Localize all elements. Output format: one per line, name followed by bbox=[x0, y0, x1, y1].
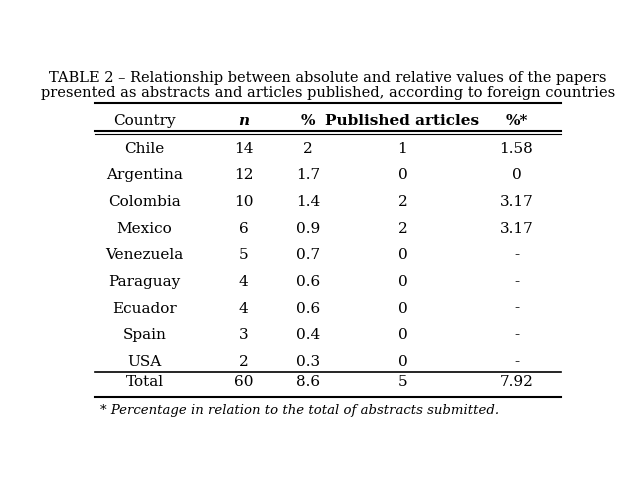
Text: Published articles: Published articles bbox=[325, 114, 479, 128]
Text: 0: 0 bbox=[397, 248, 407, 262]
Text: Colombia: Colombia bbox=[108, 195, 181, 209]
Text: USA: USA bbox=[127, 355, 162, 369]
Text: Venezuela: Venezuela bbox=[106, 248, 184, 262]
Text: 2: 2 bbox=[397, 222, 407, 236]
Text: 10: 10 bbox=[234, 195, 253, 209]
Text: 0: 0 bbox=[511, 168, 522, 182]
Text: 0: 0 bbox=[397, 328, 407, 342]
Text: 60: 60 bbox=[234, 375, 253, 389]
Text: 3: 3 bbox=[239, 328, 248, 342]
Text: -: - bbox=[514, 275, 519, 289]
Text: 7.92: 7.92 bbox=[500, 375, 533, 389]
Text: 0.3: 0.3 bbox=[296, 355, 320, 369]
Text: 0.4: 0.4 bbox=[296, 328, 320, 342]
Text: 0: 0 bbox=[397, 168, 407, 182]
Text: 2: 2 bbox=[239, 355, 248, 369]
Text: 2: 2 bbox=[303, 142, 313, 156]
Text: 5: 5 bbox=[397, 375, 407, 389]
Text: Total: Total bbox=[125, 375, 164, 389]
Text: 8.6: 8.6 bbox=[296, 375, 320, 389]
Text: 1: 1 bbox=[397, 142, 407, 156]
Text: Paraguay: Paraguay bbox=[108, 275, 180, 289]
Text: 6: 6 bbox=[239, 222, 248, 236]
Text: Ecuador: Ecuador bbox=[112, 301, 177, 315]
Text: n: n bbox=[238, 114, 249, 128]
Text: 3.17: 3.17 bbox=[500, 195, 533, 209]
Text: 0.6: 0.6 bbox=[296, 301, 320, 315]
Text: %: % bbox=[301, 114, 316, 128]
Text: Argentina: Argentina bbox=[106, 168, 183, 182]
Text: -: - bbox=[514, 248, 519, 262]
Text: 0: 0 bbox=[397, 301, 407, 315]
Text: 0: 0 bbox=[397, 355, 407, 369]
Text: 0: 0 bbox=[397, 275, 407, 289]
Text: Spain: Spain bbox=[122, 328, 166, 342]
Text: Country: Country bbox=[113, 114, 176, 128]
Text: presented as abstracts and articles published, according to foreign countries: presented as abstracts and articles publ… bbox=[41, 86, 615, 100]
Text: 1.7: 1.7 bbox=[296, 168, 320, 182]
Text: 3.17: 3.17 bbox=[500, 222, 533, 236]
Text: 1.58: 1.58 bbox=[500, 142, 533, 156]
Text: 0.6: 0.6 bbox=[296, 275, 320, 289]
Text: -: - bbox=[514, 355, 519, 369]
Text: 2: 2 bbox=[397, 195, 407, 209]
Text: * Percentage in relation to the total of abstracts submitted.: * Percentage in relation to the total of… bbox=[100, 404, 499, 417]
Text: Chile: Chile bbox=[124, 142, 164, 156]
Text: -: - bbox=[514, 328, 519, 342]
Text: 4: 4 bbox=[239, 275, 248, 289]
Text: %*: %* bbox=[506, 114, 527, 128]
Text: 14: 14 bbox=[234, 142, 253, 156]
Text: 5: 5 bbox=[239, 248, 248, 262]
Text: TABLE 2 – Relationship between absolute and relative values of the papers: TABLE 2 – Relationship between absolute … bbox=[49, 71, 607, 84]
Text: Mexico: Mexico bbox=[116, 222, 172, 236]
Text: 0.7: 0.7 bbox=[296, 248, 320, 262]
Text: -: - bbox=[514, 301, 519, 315]
Text: 0.9: 0.9 bbox=[296, 222, 320, 236]
Text: 12: 12 bbox=[234, 168, 253, 182]
Text: 1.4: 1.4 bbox=[296, 195, 320, 209]
Text: 4: 4 bbox=[239, 301, 248, 315]
